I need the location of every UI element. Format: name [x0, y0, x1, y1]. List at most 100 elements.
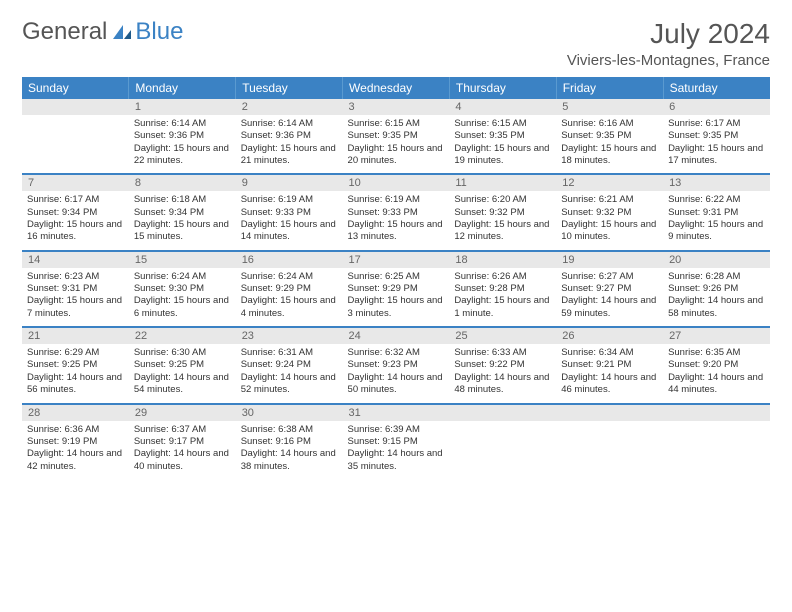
- sunset-text: Sunset: 9:33 PM: [241, 207, 338, 219]
- daylight-text: Daylight: 15 hours and 20 minutes.: [348, 143, 445, 168]
- sunrise-text: Sunrise: 6:31 AM: [241, 347, 338, 359]
- day-number: 12: [556, 175, 663, 191]
- daylight-text: Daylight: 14 hours and 54 minutes.: [134, 372, 231, 397]
- daylight-text: Daylight: 15 hours and 6 minutes.: [134, 295, 231, 320]
- sunrise-text: Sunrise: 6:17 AM: [27, 194, 124, 206]
- day-body: Sunrise: 6:21 AMSunset: 9:32 PMDaylight:…: [556, 191, 663, 249]
- sunset-text: Sunset: 9:35 PM: [454, 130, 551, 142]
- day-body: Sunrise: 6:19 AMSunset: 9:33 PMDaylight:…: [343, 191, 450, 249]
- sunrise-text: Sunrise: 6:28 AM: [668, 271, 765, 283]
- calendar-body: 1Sunrise: 6:14 AMSunset: 9:36 PMDaylight…: [22, 99, 770, 479]
- day-body: Sunrise: 6:24 AMSunset: 9:30 PMDaylight:…: [129, 268, 236, 326]
- day-body: Sunrise: 6:24 AMSunset: 9:29 PMDaylight:…: [236, 268, 343, 326]
- calendar-day-cell: 13Sunrise: 6:22 AMSunset: 9:31 PMDayligh…: [663, 174, 770, 250]
- day-number: 24: [343, 328, 450, 344]
- weekday-header: Thursday: [449, 77, 556, 99]
- day-body: Sunrise: 6:27 AMSunset: 9:27 PMDaylight:…: [556, 268, 663, 326]
- calendar-day-cell: 2Sunrise: 6:14 AMSunset: 9:36 PMDaylight…: [236, 99, 343, 174]
- daylight-text: Daylight: 14 hours and 58 minutes.: [668, 295, 765, 320]
- sunrise-text: Sunrise: 6:34 AM: [561, 347, 658, 359]
- sunrise-text: Sunrise: 6:16 AM: [561, 118, 658, 130]
- calendar-day-cell: [556, 404, 663, 479]
- empty-day-header: [663, 405, 770, 421]
- calendar-day-cell: 15Sunrise: 6:24 AMSunset: 9:30 PMDayligh…: [129, 251, 236, 327]
- day-number: 17: [343, 252, 450, 268]
- calendar-day-cell: 1Sunrise: 6:14 AMSunset: 9:36 PMDaylight…: [129, 99, 236, 174]
- day-number: 14: [22, 252, 129, 268]
- calendar-week-row: 7Sunrise: 6:17 AMSunset: 9:34 PMDaylight…: [22, 174, 770, 250]
- sunset-text: Sunset: 9:31 PM: [27, 283, 124, 295]
- sunset-text: Sunset: 9:24 PM: [241, 359, 338, 371]
- weekday-header: Tuesday: [236, 77, 343, 99]
- day-number: 30: [236, 405, 343, 421]
- day-body: Sunrise: 6:14 AMSunset: 9:36 PMDaylight:…: [129, 115, 236, 173]
- daylight-text: Daylight: 14 hours and 50 minutes.: [348, 372, 445, 397]
- sunrise-text: Sunrise: 6:29 AM: [27, 347, 124, 359]
- daylight-text: Daylight: 14 hours and 42 minutes.: [27, 448, 124, 473]
- day-number: 16: [236, 252, 343, 268]
- day-body: Sunrise: 6:20 AMSunset: 9:32 PMDaylight:…: [449, 191, 556, 249]
- daylight-text: Daylight: 15 hours and 7 minutes.: [27, 295, 124, 320]
- day-number: 23: [236, 328, 343, 344]
- sunrise-text: Sunrise: 6:36 AM: [27, 424, 124, 436]
- sunset-text: Sunset: 9:25 PM: [134, 359, 231, 371]
- day-body: Sunrise: 6:31 AMSunset: 9:24 PMDaylight:…: [236, 344, 343, 402]
- day-number: 6: [663, 99, 770, 115]
- day-body: Sunrise: 6:39 AMSunset: 9:15 PMDaylight:…: [343, 421, 450, 479]
- daylight-text: Daylight: 15 hours and 12 minutes.: [454, 219, 551, 244]
- empty-day-header: [22, 99, 129, 115]
- sunset-text: Sunset: 9:34 PM: [27, 207, 124, 219]
- calendar-day-cell: 7Sunrise: 6:17 AMSunset: 9:34 PMDaylight…: [22, 174, 129, 250]
- day-body: Sunrise: 6:22 AMSunset: 9:31 PMDaylight:…: [663, 191, 770, 249]
- daylight-text: Daylight: 14 hours and 48 minutes.: [454, 372, 551, 397]
- day-body: Sunrise: 6:23 AMSunset: 9:31 PMDaylight:…: [22, 268, 129, 326]
- day-number: 31: [343, 405, 450, 421]
- calendar-day-cell: 26Sunrise: 6:34 AMSunset: 9:21 PMDayligh…: [556, 327, 663, 403]
- daylight-text: Daylight: 15 hours and 9 minutes.: [668, 219, 765, 244]
- daylight-text: Daylight: 14 hours and 52 minutes.: [241, 372, 338, 397]
- sunset-text: Sunset: 9:36 PM: [134, 130, 231, 142]
- day-body: Sunrise: 6:14 AMSunset: 9:36 PMDaylight:…: [236, 115, 343, 173]
- daylight-text: Daylight: 15 hours and 4 minutes.: [241, 295, 338, 320]
- weekday-header: Wednesday: [343, 77, 450, 99]
- day-body: Sunrise: 6:15 AMSunset: 9:35 PMDaylight:…: [343, 115, 450, 173]
- weekday-header: Monday: [129, 77, 236, 99]
- day-number: 26: [556, 328, 663, 344]
- daylight-text: Daylight: 15 hours and 3 minutes.: [348, 295, 445, 320]
- daylight-text: Daylight: 15 hours and 21 minutes.: [241, 143, 338, 168]
- sunrise-text: Sunrise: 6:37 AM: [134, 424, 231, 436]
- calendar-day-cell: [449, 404, 556, 479]
- day-body: Sunrise: 6:34 AMSunset: 9:21 PMDaylight:…: [556, 344, 663, 402]
- sunset-text: Sunset: 9:29 PM: [241, 283, 338, 295]
- empty-day-header: [449, 405, 556, 421]
- sunrise-text: Sunrise: 6:26 AM: [454, 271, 551, 283]
- calendar-day-cell: 30Sunrise: 6:38 AMSunset: 9:16 PMDayligh…: [236, 404, 343, 479]
- day-body: Sunrise: 6:17 AMSunset: 9:34 PMDaylight:…: [22, 191, 129, 249]
- day-number: 8: [129, 175, 236, 191]
- sunset-text: Sunset: 9:22 PM: [454, 359, 551, 371]
- sunrise-text: Sunrise: 6:17 AM: [668, 118, 765, 130]
- day-number: 4: [449, 99, 556, 115]
- sunset-text: Sunset: 9:32 PM: [561, 207, 658, 219]
- sunset-text: Sunset: 9:36 PM: [241, 130, 338, 142]
- day-number: 21: [22, 328, 129, 344]
- day-body: Sunrise: 6:17 AMSunset: 9:35 PMDaylight:…: [663, 115, 770, 173]
- sunset-text: Sunset: 9:31 PM: [668, 207, 765, 219]
- calendar-week-row: 28Sunrise: 6:36 AMSunset: 9:19 PMDayligh…: [22, 404, 770, 479]
- sunrise-text: Sunrise: 6:19 AM: [348, 194, 445, 206]
- calendar-week-row: 1Sunrise: 6:14 AMSunset: 9:36 PMDaylight…: [22, 99, 770, 174]
- sunrise-text: Sunrise: 6:18 AM: [134, 194, 231, 206]
- sunset-text: Sunset: 9:25 PM: [27, 359, 124, 371]
- sunrise-text: Sunrise: 6:23 AM: [27, 271, 124, 283]
- sunrise-text: Sunrise: 6:19 AM: [241, 194, 338, 206]
- sunrise-text: Sunrise: 6:25 AM: [348, 271, 445, 283]
- day-body: Sunrise: 6:32 AMSunset: 9:23 PMDaylight:…: [343, 344, 450, 402]
- sunset-text: Sunset: 9:34 PM: [134, 207, 231, 219]
- calendar-day-cell: 18Sunrise: 6:26 AMSunset: 9:28 PMDayligh…: [449, 251, 556, 327]
- calendar-day-cell: 25Sunrise: 6:33 AMSunset: 9:22 PMDayligh…: [449, 327, 556, 403]
- sunrise-text: Sunrise: 6:24 AM: [241, 271, 338, 283]
- sunset-text: Sunset: 9:33 PM: [348, 207, 445, 219]
- sunset-text: Sunset: 9:32 PM: [454, 207, 551, 219]
- sunset-text: Sunset: 9:35 PM: [348, 130, 445, 142]
- day-body: Sunrise: 6:16 AMSunset: 9:35 PMDaylight:…: [556, 115, 663, 173]
